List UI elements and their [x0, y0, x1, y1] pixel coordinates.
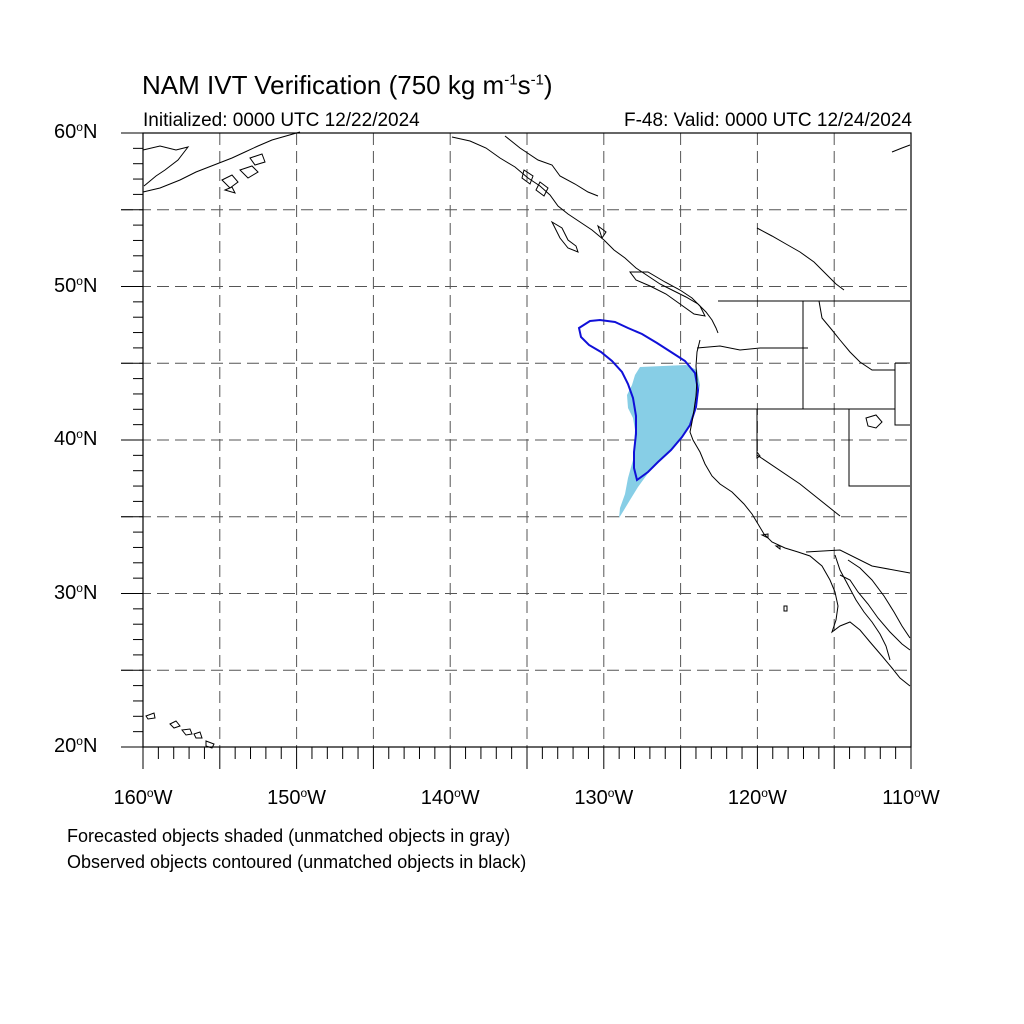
- bc-interior-coast: [756, 227, 845, 291]
- axis-ticks: [121, 132, 912, 769]
- valid-time-label: F-48: Valid: 0000 UTC 12/24/2024: [624, 110, 912, 131]
- page-title: NAM IVT Verification (750 kg m-1s-1): [142, 70, 553, 100]
- arctic-coast: [891, 144, 911, 153]
- legend-observed-note: Observed objects contoured (unmatched ob…: [67, 852, 527, 872]
- forecast-object-shaded: [619, 365, 700, 518]
- lake-feature: [865, 414, 883, 429]
- us-west-coast: [689, 339, 911, 687]
- observed-object-contour: [577, 318, 700, 482]
- lat-label: 60oN: [54, 120, 98, 143]
- lon-label: 160oW: [113, 786, 173, 809]
- plot-frame: [142, 132, 912, 748]
- lon-label: 120oW: [727, 786, 787, 809]
- panhandle-islands: [521, 169, 706, 317]
- hawaii-islands: [145, 712, 215, 749]
- lat-label: 40oN: [54, 427, 98, 450]
- lon-label: 130oW: [574, 786, 634, 809]
- lat-label: 30oN: [54, 580, 98, 604]
- lat-label: 20oN: [54, 734, 98, 757]
- lon-label: 140oW: [420, 786, 480, 809]
- legend-forecast-note: Forecasted objects shaded (unmatched obj…: [67, 826, 511, 846]
- alaska-islands: [221, 153, 266, 194]
- lat-lon-grid: [121, 133, 911, 747]
- baja-peninsula: [834, 554, 911, 661]
- lat-label: 50oN: [54, 273, 98, 297]
- lon-label: 110oW: [882, 786, 940, 809]
- bc-inland-border: [504, 135, 599, 197]
- mexico-coast: [847, 559, 911, 639]
- state-borders: [696, 300, 911, 574]
- lake-tahoe: [756, 450, 761, 459]
- panhandle-coast: [451, 136, 719, 334]
- lon-label: 150oW: [267, 786, 327, 809]
- initialized-label: Initialized: 0000 UTC 12/22/2024: [143, 110, 420, 131]
- alaska-coast: [142, 131, 301, 193]
- channel-islands: [760, 533, 788, 612]
- coastlines: [142, 131, 911, 749]
